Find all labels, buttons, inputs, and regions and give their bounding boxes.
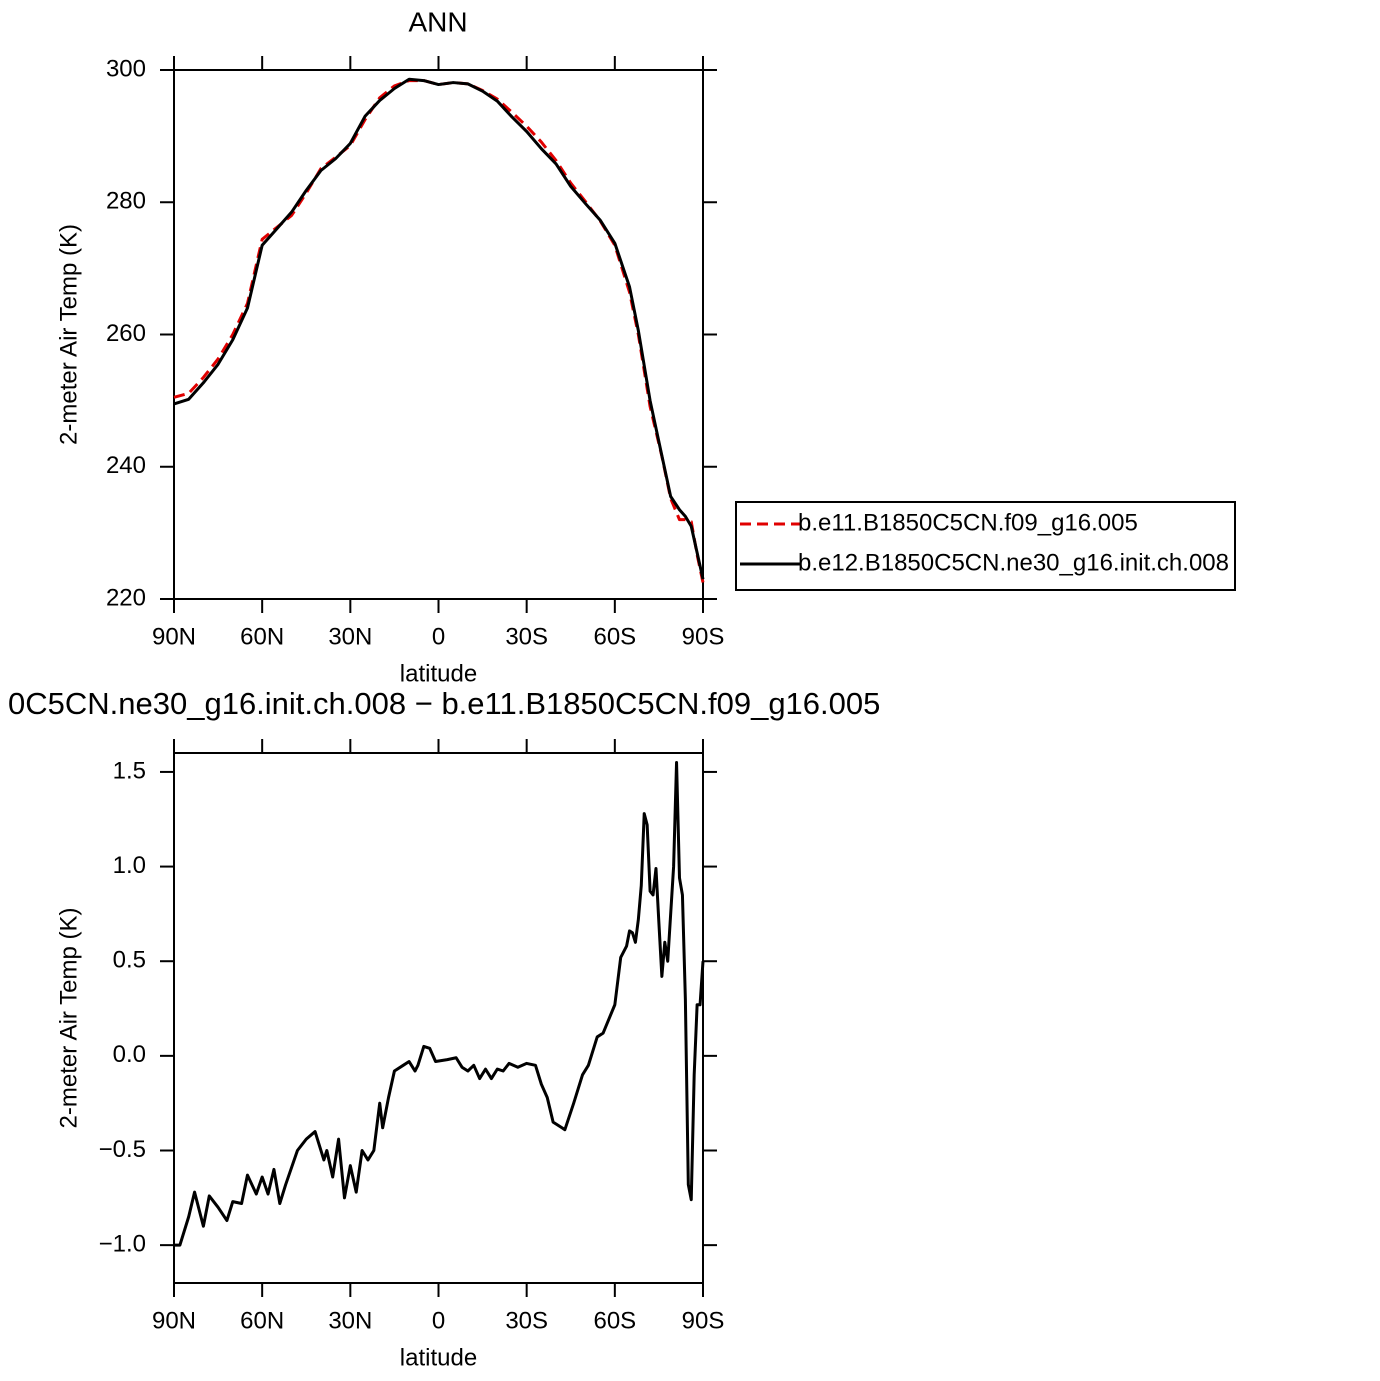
y-tick-label: 300: [106, 55, 146, 82]
y-tick-label: 220: [106, 584, 146, 611]
x-tick-label: 30S: [505, 1307, 548, 1334]
x-tick-label: 60N: [240, 1307, 284, 1334]
data-line: [173, 79, 705, 583]
x-tick-label: 30N: [328, 623, 372, 650]
x-tick-label: 30S: [505, 623, 548, 650]
x-tick-label: 60S: [593, 1307, 636, 1334]
data-line: [173, 77, 705, 580]
plot-frame: [173, 69, 704, 600]
legend-label: b.e12.B1850C5CN.ne30_g16.init.ch.008: [798, 549, 1229, 576]
y-tick-label: 0.5: [113, 947, 146, 974]
y-tick-label: 1.0: [113, 852, 146, 879]
y-axis-label: 2-meter Air Temp (K): [55, 224, 82, 445]
y-axis-label: 2-meter Air Temp (K): [55, 908, 82, 1129]
data-line: [174, 760, 705, 1247]
legend-label: b.e11.B1850C5CN.f09_g16.005: [798, 509, 1138, 536]
y-tick-label: 0.0: [113, 1041, 146, 1068]
x-tick-label: 90N: [152, 1307, 196, 1334]
y-tick-label: 1.5: [113, 757, 146, 784]
y-tick-label: 260: [106, 320, 146, 347]
x-tick-label: 0: [432, 623, 445, 650]
y-tick-label: 280: [106, 188, 146, 215]
x-tick-label: 90N: [152, 623, 196, 650]
x-tick-label: 60N: [240, 623, 284, 650]
x-tick-label: 60S: [593, 623, 636, 650]
x-tick-label: 0: [432, 1307, 445, 1334]
x-tick-label: 90S: [682, 1307, 725, 1334]
y-tick-label: −1.0: [99, 1230, 146, 1257]
x-tick-label: 30N: [328, 1307, 372, 1334]
x-axis-label: latitude: [400, 1344, 477, 1371]
plot-frame: [173, 752, 704, 1284]
chart-title: ANN: [408, 6, 467, 37]
x-tick-label: 90S: [682, 623, 725, 650]
legend-box: [735, 501, 1236, 591]
y-tick-label: −0.5: [99, 1136, 146, 1163]
chart-title: 0C5CN.ne30_g16.init.ch.008 − b.e11.B1850…: [8, 686, 880, 721]
y-tick-label: 240: [106, 452, 146, 479]
x-axis-label: latitude: [400, 660, 477, 687]
